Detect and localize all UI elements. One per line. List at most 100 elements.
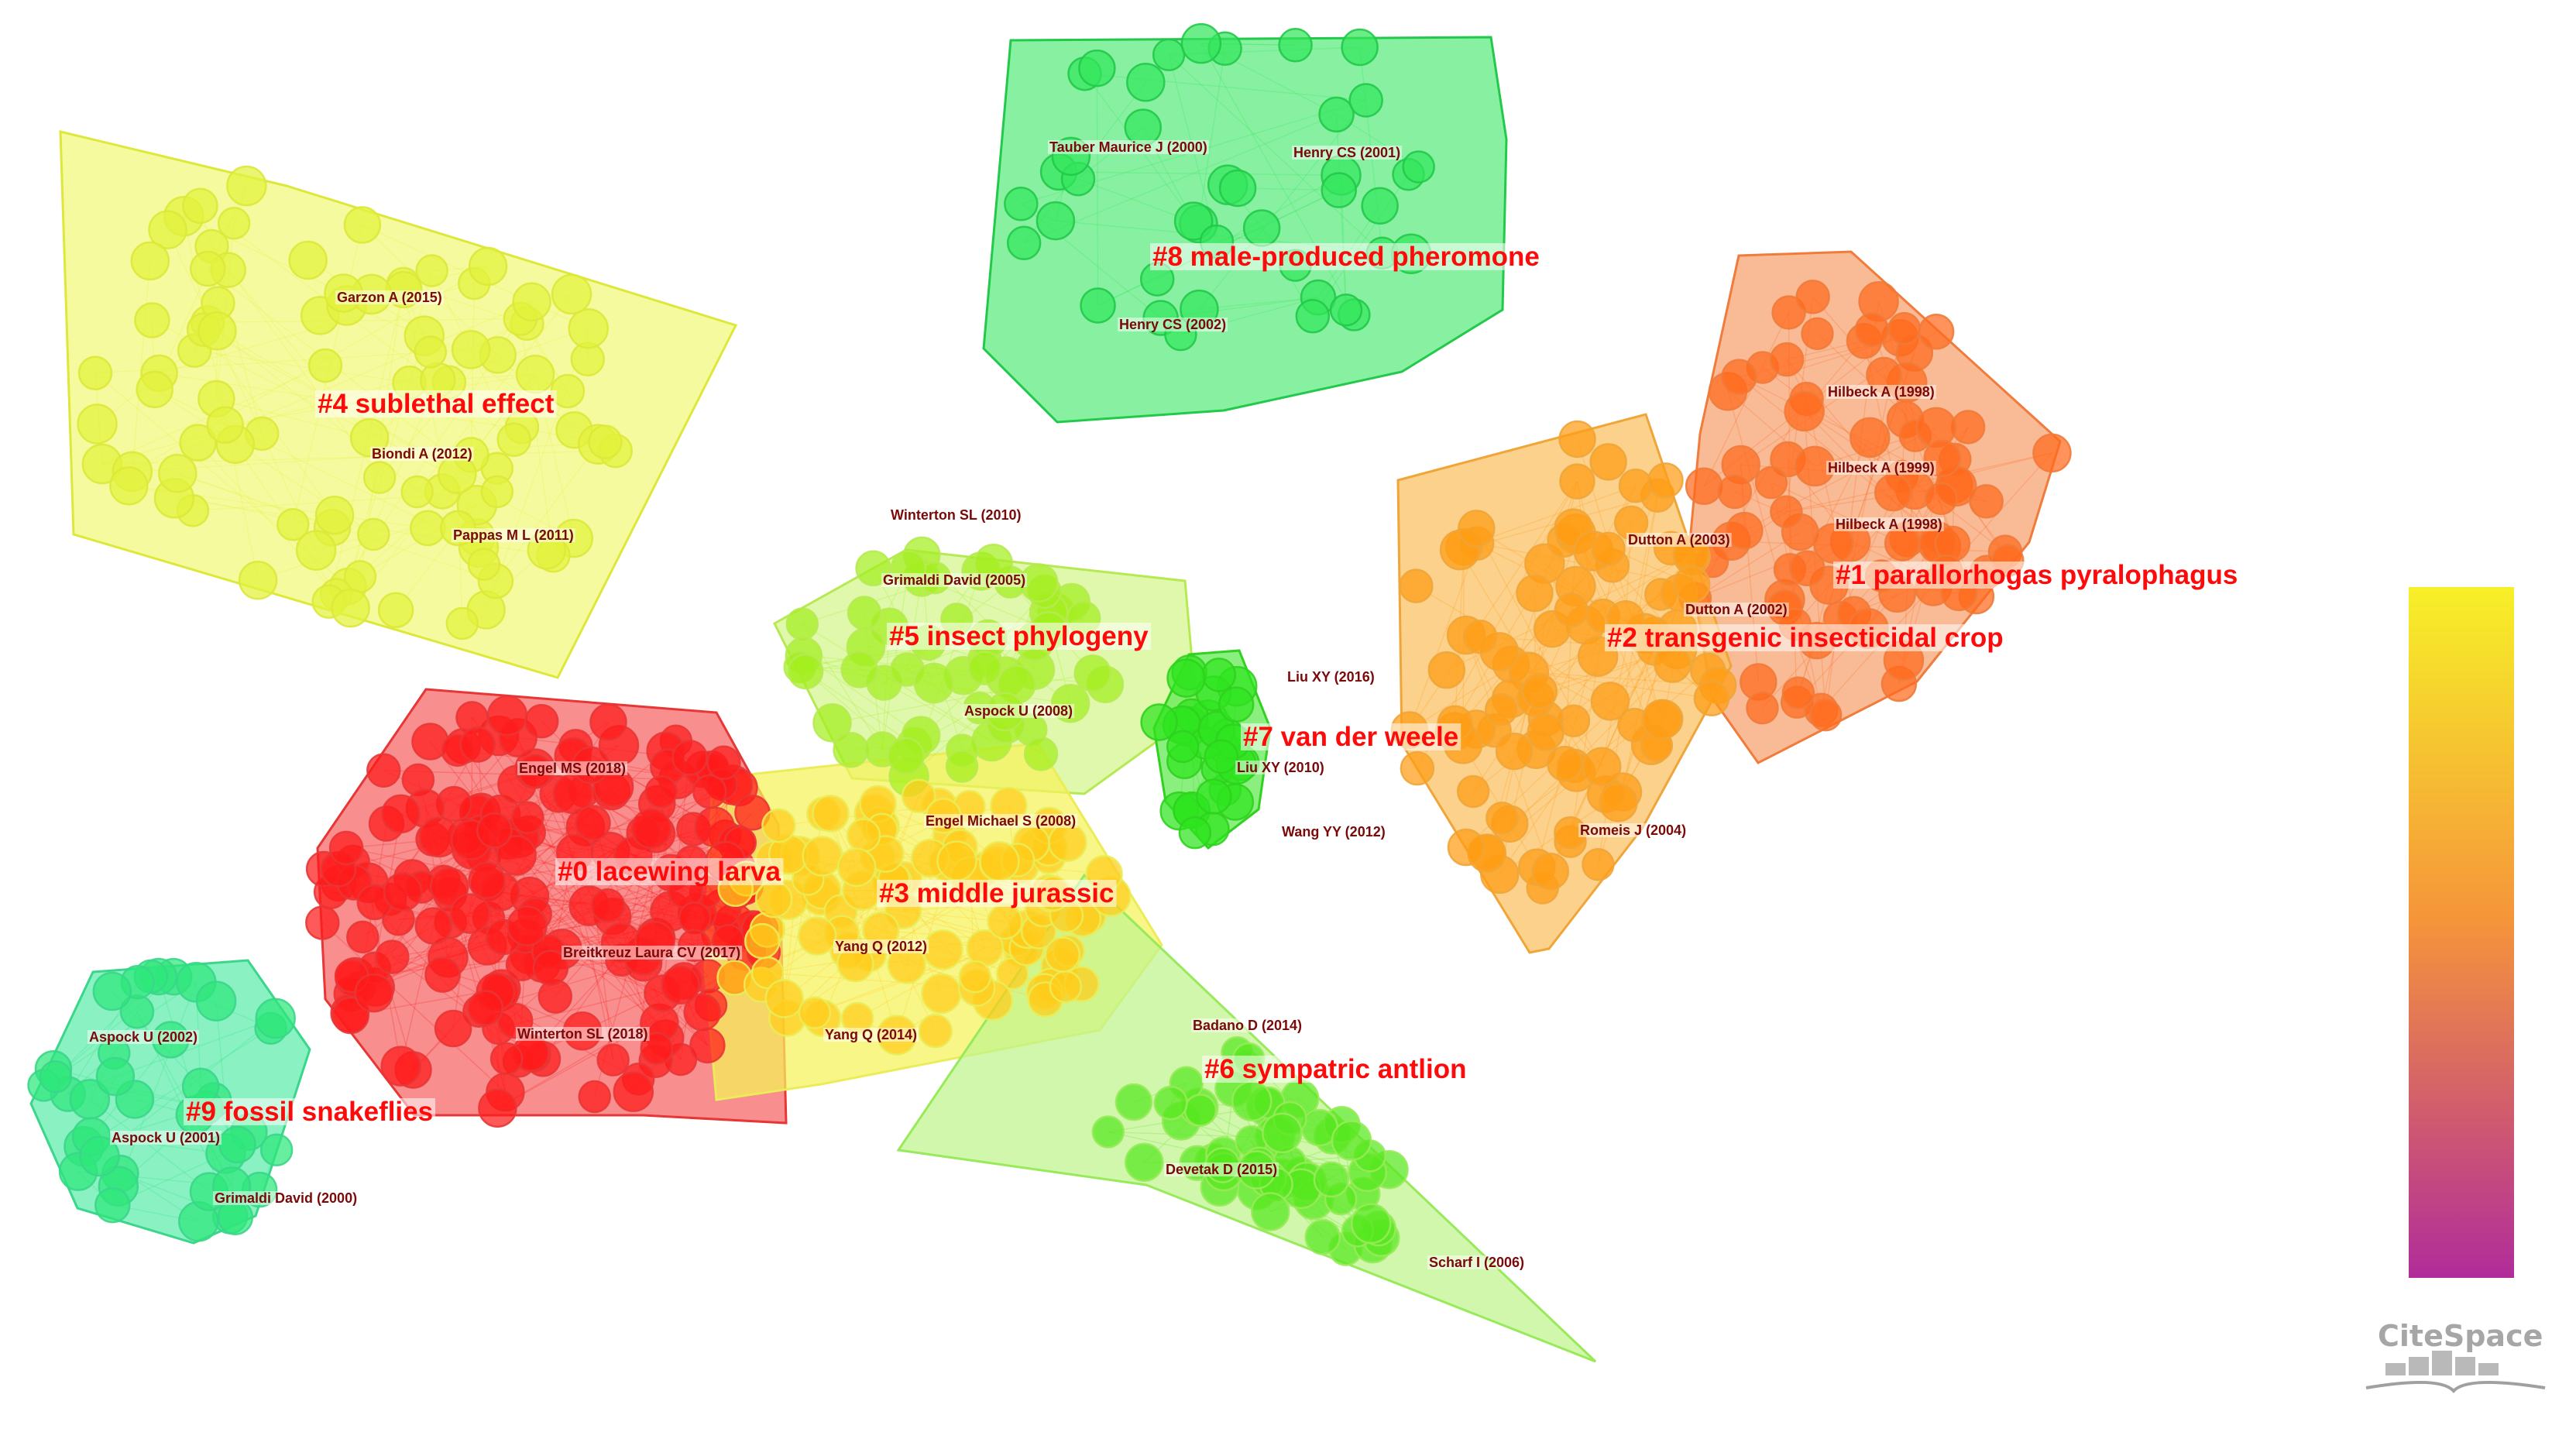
node-c5[interactable] [887, 737, 925, 775]
node-c2[interactable] [1456, 774, 1490, 809]
node-c7[interactable] [1166, 658, 1206, 698]
node-c0[interactable] [449, 893, 491, 934]
node-c0[interactable] [511, 801, 544, 834]
node-c1[interactable] [1808, 698, 1843, 732]
author-label[interactable]: Badano D (2014) [1193, 1018, 1302, 1033]
node-c5[interactable] [787, 653, 824, 690]
node-c6[interactable] [1091, 1115, 1125, 1149]
node-c0[interactable] [630, 808, 672, 850]
node-c5[interactable] [812, 703, 852, 743]
node-c1[interactable] [1850, 417, 1891, 458]
node-c0[interactable] [434, 1009, 472, 1048]
node-c4[interactable] [568, 307, 609, 349]
node-c7[interactable] [1166, 730, 1200, 764]
node-c2[interactable] [1547, 745, 1583, 782]
node-c5[interactable] [833, 732, 869, 768]
author-label[interactable]: Breitkreuz Laura CV (2017) [563, 945, 740, 960]
node-c7[interactable] [1178, 816, 1212, 850]
node-c0[interactable] [644, 775, 678, 809]
node-c2[interactable] [1582, 848, 1615, 881]
author-label[interactable]: Wang YY (2012) [1282, 824, 1386, 840]
node-c1[interactable] [1784, 390, 1825, 432]
node-c4[interactable] [357, 517, 390, 551]
node-c4[interactable] [377, 592, 414, 629]
node-c2[interactable] [1599, 783, 1638, 822]
node-c9[interactable] [95, 1056, 136, 1097]
node-c2[interactable] [1516, 574, 1554, 613]
node-c4[interactable] [158, 454, 197, 493]
node-c6[interactable] [1124, 1142, 1164, 1183]
author-label[interactable]: Aspock U (2002) [89, 1029, 197, 1045]
node-c1[interactable] [1771, 295, 1806, 330]
node-c0[interactable] [354, 973, 393, 1013]
node-c3[interactable] [846, 818, 881, 853]
node-c1[interactable] [1685, 467, 1723, 506]
node-c0[interactable] [424, 956, 461, 993]
node-c2[interactable] [1559, 463, 1595, 500]
node-c4[interactable] [515, 355, 555, 394]
node-c6[interactable] [1115, 1083, 1153, 1121]
node-c3[interactable] [936, 840, 977, 881]
node-c2[interactable] [1618, 468, 1654, 503]
node-c8[interactable] [1173, 201, 1214, 241]
node-c0[interactable] [476, 812, 513, 849]
node-c3[interactable] [921, 973, 962, 1015]
author-label[interactable]: Engel Michael S (2008) [926, 813, 1076, 829]
node-c0[interactable] [380, 1046, 421, 1087]
node-c4[interactable] [197, 311, 237, 351]
author-label[interactable]: Devetak D (2015) [1166, 1162, 1277, 1177]
node-c1[interactable] [1789, 550, 1826, 587]
node-c4[interactable] [331, 588, 370, 628]
node-c9[interactable] [195, 980, 237, 1022]
node-c2[interactable] [1591, 531, 1626, 567]
node-c1[interactable] [1754, 465, 1788, 500]
node-c1[interactable] [1795, 280, 1830, 314]
node-c2[interactable] [1485, 801, 1519, 835]
node-c1[interactable] [1925, 482, 1958, 516]
node-c4[interactable] [130, 241, 170, 281]
node-c4[interactable] [512, 282, 551, 322]
author-label[interactable]: Biondi A (2012) [372, 446, 472, 462]
node-c5[interactable] [945, 750, 979, 783]
node-c6[interactable] [1183, 1094, 1218, 1127]
node-c0[interactable] [331, 996, 369, 1035]
node-c0[interactable] [346, 920, 380, 954]
node-c2[interactable] [1554, 592, 1589, 627]
node-c4[interactable] [134, 302, 170, 338]
node-c7[interactable] [1140, 703, 1178, 741]
node-c0[interactable] [578, 1080, 611, 1114]
author-label[interactable]: Aspock U (2001) [112, 1130, 220, 1145]
node-c4[interactable] [467, 548, 501, 581]
node-c0[interactable] [467, 990, 503, 1026]
node-c8[interactable] [1341, 28, 1379, 67]
node-c4[interactable] [182, 187, 218, 225]
node-c3[interactable] [761, 808, 796, 843]
node-c0[interactable] [381, 794, 421, 834]
node-c8[interactable] [1348, 83, 1383, 118]
node-c3[interactable] [987, 903, 1023, 940]
node-c0[interactable] [589, 703, 627, 741]
node-c3[interactable] [918, 1014, 953, 1049]
node-c4[interactable] [415, 254, 448, 287]
node-c2[interactable] [1558, 420, 1596, 458]
author-label[interactable]: Hilbeck A (1998) [1828, 384, 1935, 400]
node-c1[interactable] [1918, 314, 1955, 350]
node-c8[interactable] [1080, 287, 1116, 324]
node-c0[interactable] [489, 1042, 524, 1076]
node-c7[interactable] [1201, 658, 1237, 692]
node-c6[interactable] [1313, 1161, 1350, 1198]
node-c8[interactable] [1329, 293, 1363, 327]
node-c0[interactable] [613, 1071, 654, 1112]
node-c0[interactable] [375, 939, 410, 974]
node-c4[interactable] [189, 250, 226, 287]
node-c3[interactable] [958, 960, 992, 994]
node-c3[interactable] [901, 778, 936, 814]
node-c4[interactable] [136, 370, 173, 409]
node-c4[interactable] [414, 335, 448, 369]
node-c0[interactable] [486, 695, 528, 737]
node-c4[interactable] [314, 496, 355, 535]
node-c9[interactable] [255, 998, 296, 1039]
node-c0[interactable] [671, 740, 708, 776]
node-c4[interactable] [206, 406, 244, 445]
node-c1[interactable] [1769, 342, 1805, 377]
